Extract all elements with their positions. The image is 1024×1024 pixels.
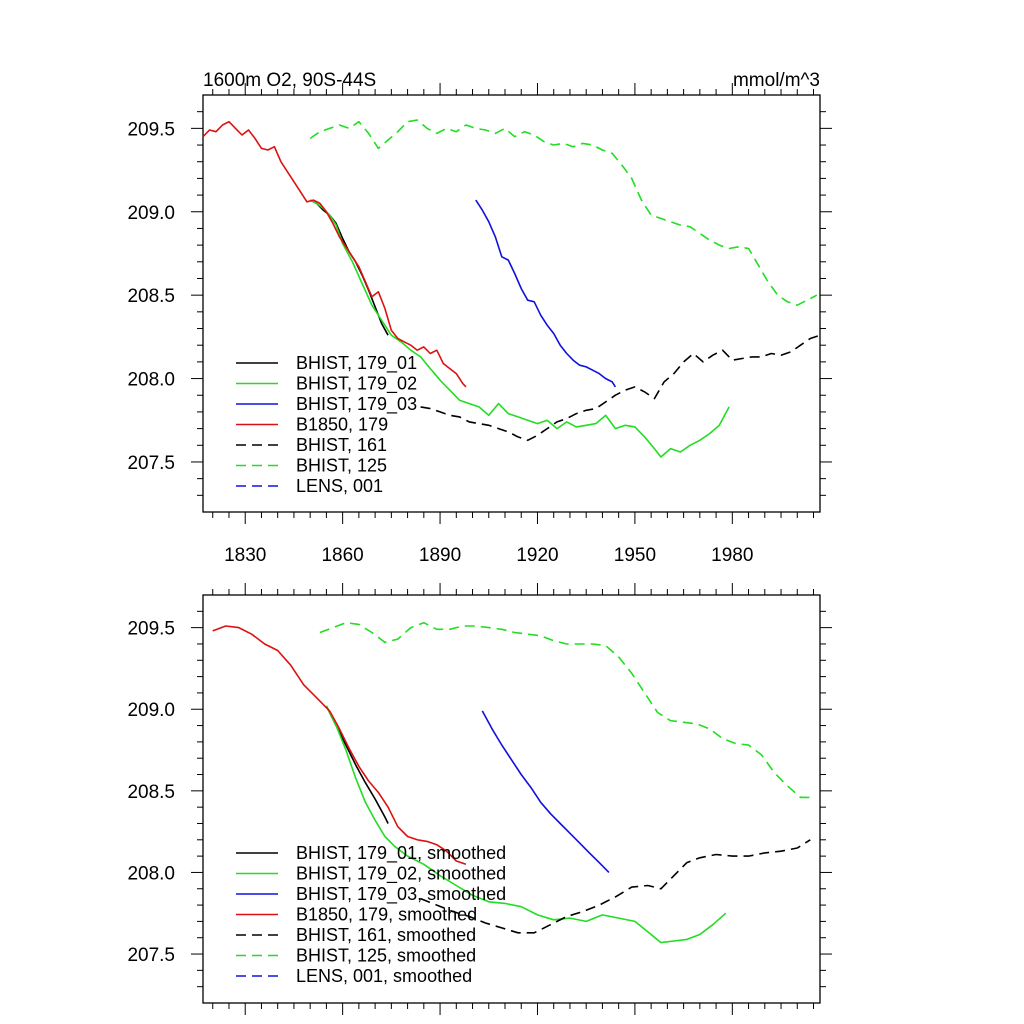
y-tick-label: 208.0 xyxy=(127,370,175,391)
y-tick-label: 209.5 xyxy=(127,619,175,640)
legend-label: LENS, 001 xyxy=(296,476,383,496)
x-tick-label: 1920 xyxy=(516,545,558,566)
y-tick-label: 208.0 xyxy=(127,863,175,884)
bottom-panel: 207.5 208.0 208.5 209.0 209.5 BHIST, 179_01, … xyxy=(127,583,832,1015)
series-line-b1850-179 xyxy=(202,120,467,388)
top-panel: 207.5 208.0 208.5 209.0 209.5 1830 1860 1890 192… xyxy=(127,83,832,566)
series-line-bhist-179-01 xyxy=(309,199,389,336)
y-tick-label: 209.5 xyxy=(127,119,175,140)
legend-label: B1850, 179 xyxy=(296,415,388,435)
series-line-bhist-179-03-smoothed xyxy=(481,710,610,873)
series-line-bhist-179-03 xyxy=(475,199,617,388)
series-line-bhist-125-smoothed xyxy=(319,621,811,799)
y-tick-label: 207.5 xyxy=(127,945,175,966)
series-line-bhist-161-smoothed xyxy=(420,839,811,934)
series-line-bhist-179-02 xyxy=(309,199,730,458)
chart-title: 1600m O2, 90S-44S xyxy=(203,70,376,91)
x-tick-label: 1830 xyxy=(224,545,266,566)
y-tick-label: 209.0 xyxy=(127,203,175,224)
y-tick-label: 208.5 xyxy=(127,286,175,307)
x-axis-ticks xyxy=(212,83,815,524)
x-tick-label: 1860 xyxy=(321,545,363,566)
y-axis-ticks xyxy=(191,610,832,988)
legend-label: B1850, 179, smoothed xyxy=(296,905,477,925)
units-label: mmol/m^3 xyxy=(733,70,820,91)
y-axis-ticks xyxy=(191,111,832,496)
plot-frame xyxy=(202,94,821,513)
legend-label: BHIST, 161, smoothed xyxy=(296,925,476,945)
legend-label: BHIST, 179_03 xyxy=(296,394,417,415)
legend-label: BHIST, 179_01, smoothed xyxy=(296,843,506,864)
x-tick-label: 1890 xyxy=(419,545,461,566)
legend-label: BHIST, 179_02, smoothed xyxy=(296,864,506,885)
x-tick-label: 1980 xyxy=(711,545,753,566)
x-tick-label: 1950 xyxy=(614,545,656,566)
x-axis-ticks xyxy=(212,583,815,1015)
legend-label: BHIST, 179_03, smoothed xyxy=(296,884,506,905)
legend-label: BHIST, 125 xyxy=(296,456,387,476)
y-tick-label: 208.5 xyxy=(127,782,175,803)
y-tick-label: 207.5 xyxy=(127,453,175,474)
series-line-bhist-125 xyxy=(309,119,818,307)
y-tick-label: 209.0 xyxy=(127,700,175,721)
legend-label: BHIST, 125, smoothed xyxy=(296,946,476,966)
plot-frame xyxy=(202,594,821,1004)
legend-label: BHIST, 161 xyxy=(296,435,387,455)
legend-label: LENS, 001, smoothed xyxy=(296,966,472,986)
series-line-b1850-179-smoothed xyxy=(212,625,467,866)
series-line-bhist-161 xyxy=(420,334,821,442)
legend-label: BHIST, 179_01 xyxy=(296,353,417,374)
series-line-bhist-179-02-smoothed xyxy=(325,705,727,944)
legend-label: BHIST, 179_02 xyxy=(296,374,417,395)
